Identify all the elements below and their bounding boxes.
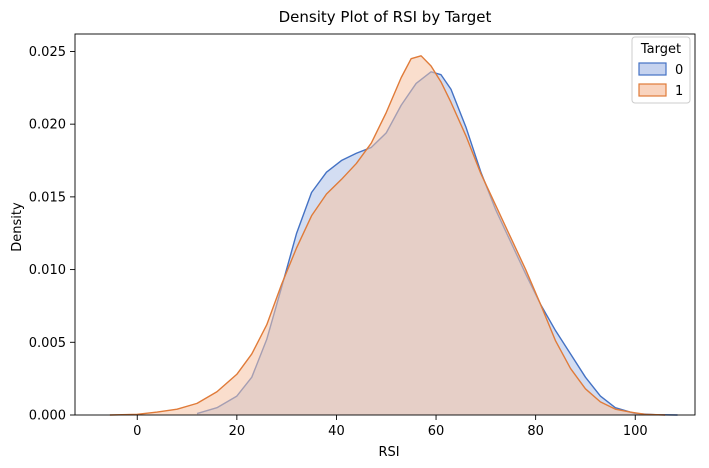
- y-axis-label: Density: [10, 202, 25, 252]
- y-tick-label: 0.020: [29, 118, 66, 133]
- y-tick-label: 0.000: [29, 409, 66, 424]
- legend-label-series-1: 1: [675, 84, 683, 99]
- x-axis-label: RSI: [378, 445, 399, 460]
- chart-title: Density Plot of RSI by Target: [279, 8, 492, 26]
- density-line-series-1: [109, 55, 666, 416]
- legend-swatch-series-0: [638, 62, 667, 76]
- y-tick-label: 0.010: [29, 263, 66, 278]
- x-tick-label: 80: [527, 424, 544, 439]
- legend: Target 0 1: [631, 36, 691, 104]
- axes-frame: [74, 33, 696, 416]
- axes: 0 20 40 60 80 100 0.000 0.005 0.010 0.015 0.020 0.0…: [29, 33, 696, 439]
- legend-title: Target: [640, 42, 681, 57]
- x-tick-label: 0: [133, 424, 141, 439]
- y-tick-label: 0.005: [29, 336, 66, 351]
- x-tick-label: 100: [623, 424, 648, 439]
- density-area-series-1: [109, 55, 666, 416]
- x-tick-label: 40: [328, 424, 345, 439]
- y-tick-label: 0.015: [29, 190, 66, 205]
- y-tick-label: 0.025: [29, 45, 66, 60]
- legend-label-series-0: 0: [675, 63, 683, 78]
- x-tick-label: 20: [229, 424, 246, 439]
- legend-swatch-series-1: [638, 83, 667, 97]
- x-tick-label: 60: [428, 424, 445, 439]
- plot-area: [109, 55, 678, 416]
